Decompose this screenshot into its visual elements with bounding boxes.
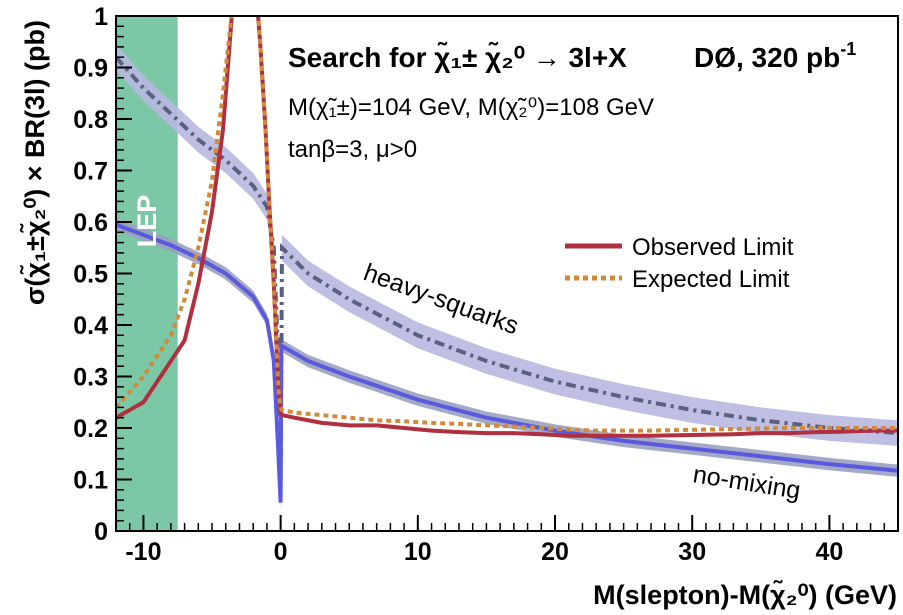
legend-label-observed: Observed Limit xyxy=(632,234,794,261)
ticks-layer: -10 0 10 20 30 40 0 0.1 0.2 0.3 0.4 0.5 0.6 0.7 0.8 0.9… xyxy=(73,3,899,566)
y-tick-label: 0.8 xyxy=(73,106,108,134)
legend-label-expected: Expected Limit xyxy=(632,266,790,293)
y-tick-label: 0.5 xyxy=(73,261,108,289)
y-tick-label: 1 xyxy=(94,3,108,31)
experiment-sup: -1 xyxy=(840,39,856,59)
x-tick-label: 30 xyxy=(678,538,706,566)
x-tick-label: 0 xyxy=(274,538,288,566)
x-tick-label: -10 xyxy=(125,538,161,566)
expected-limit-line xyxy=(116,16,898,433)
lep-label: LEP xyxy=(132,195,162,248)
y-tick-label: 0.7 xyxy=(73,158,108,186)
x-tick-label: 20 xyxy=(541,538,569,566)
title-prefix: Search for xyxy=(288,42,434,73)
title-process: χ̃₁± χ̃₂⁰ → 3l+X xyxy=(434,42,627,73)
y-tick-label: 0.2 xyxy=(73,415,108,443)
mass-annotation: M(χ̃₁±)=104 GeV, M(χ̃₂⁰)=108 GeV xyxy=(288,94,654,121)
y-tick-label: 0.6 xyxy=(73,209,108,237)
y-axis-title: σ(χ̃₁±χ̃₂⁰) × BR(3l) (pb) xyxy=(19,20,50,305)
x-tick-label: 40 xyxy=(815,538,843,566)
legend: Observed Limit Expected Limit xyxy=(565,234,794,293)
y-tick-label: 0.1 xyxy=(73,467,108,495)
y-tick-label: 0.4 xyxy=(73,312,108,340)
chart-title: Search for χ̃₁± χ̃₂⁰ → 3l+X xyxy=(288,42,627,73)
x-tick-label: 10 xyxy=(404,538,432,566)
heavy-squarks-line xyxy=(116,55,898,490)
x-axis-title: M(slepton)-M(χ̃₂⁰) (GeV) xyxy=(593,579,897,610)
y-tick-label: 0 xyxy=(94,518,108,546)
no-mixing-line xyxy=(116,222,898,503)
experiment-label: DØ, 320 pb-1 xyxy=(694,39,856,73)
experiment-text: DØ, 320 pb xyxy=(694,42,840,73)
plot-background xyxy=(116,16,898,531)
y-tick-label: 0.3 xyxy=(73,364,108,392)
y-tick-label: 0.9 xyxy=(73,55,108,83)
param-annotation: tanβ=3, μ>0 xyxy=(288,136,417,163)
series-layer xyxy=(116,16,898,509)
